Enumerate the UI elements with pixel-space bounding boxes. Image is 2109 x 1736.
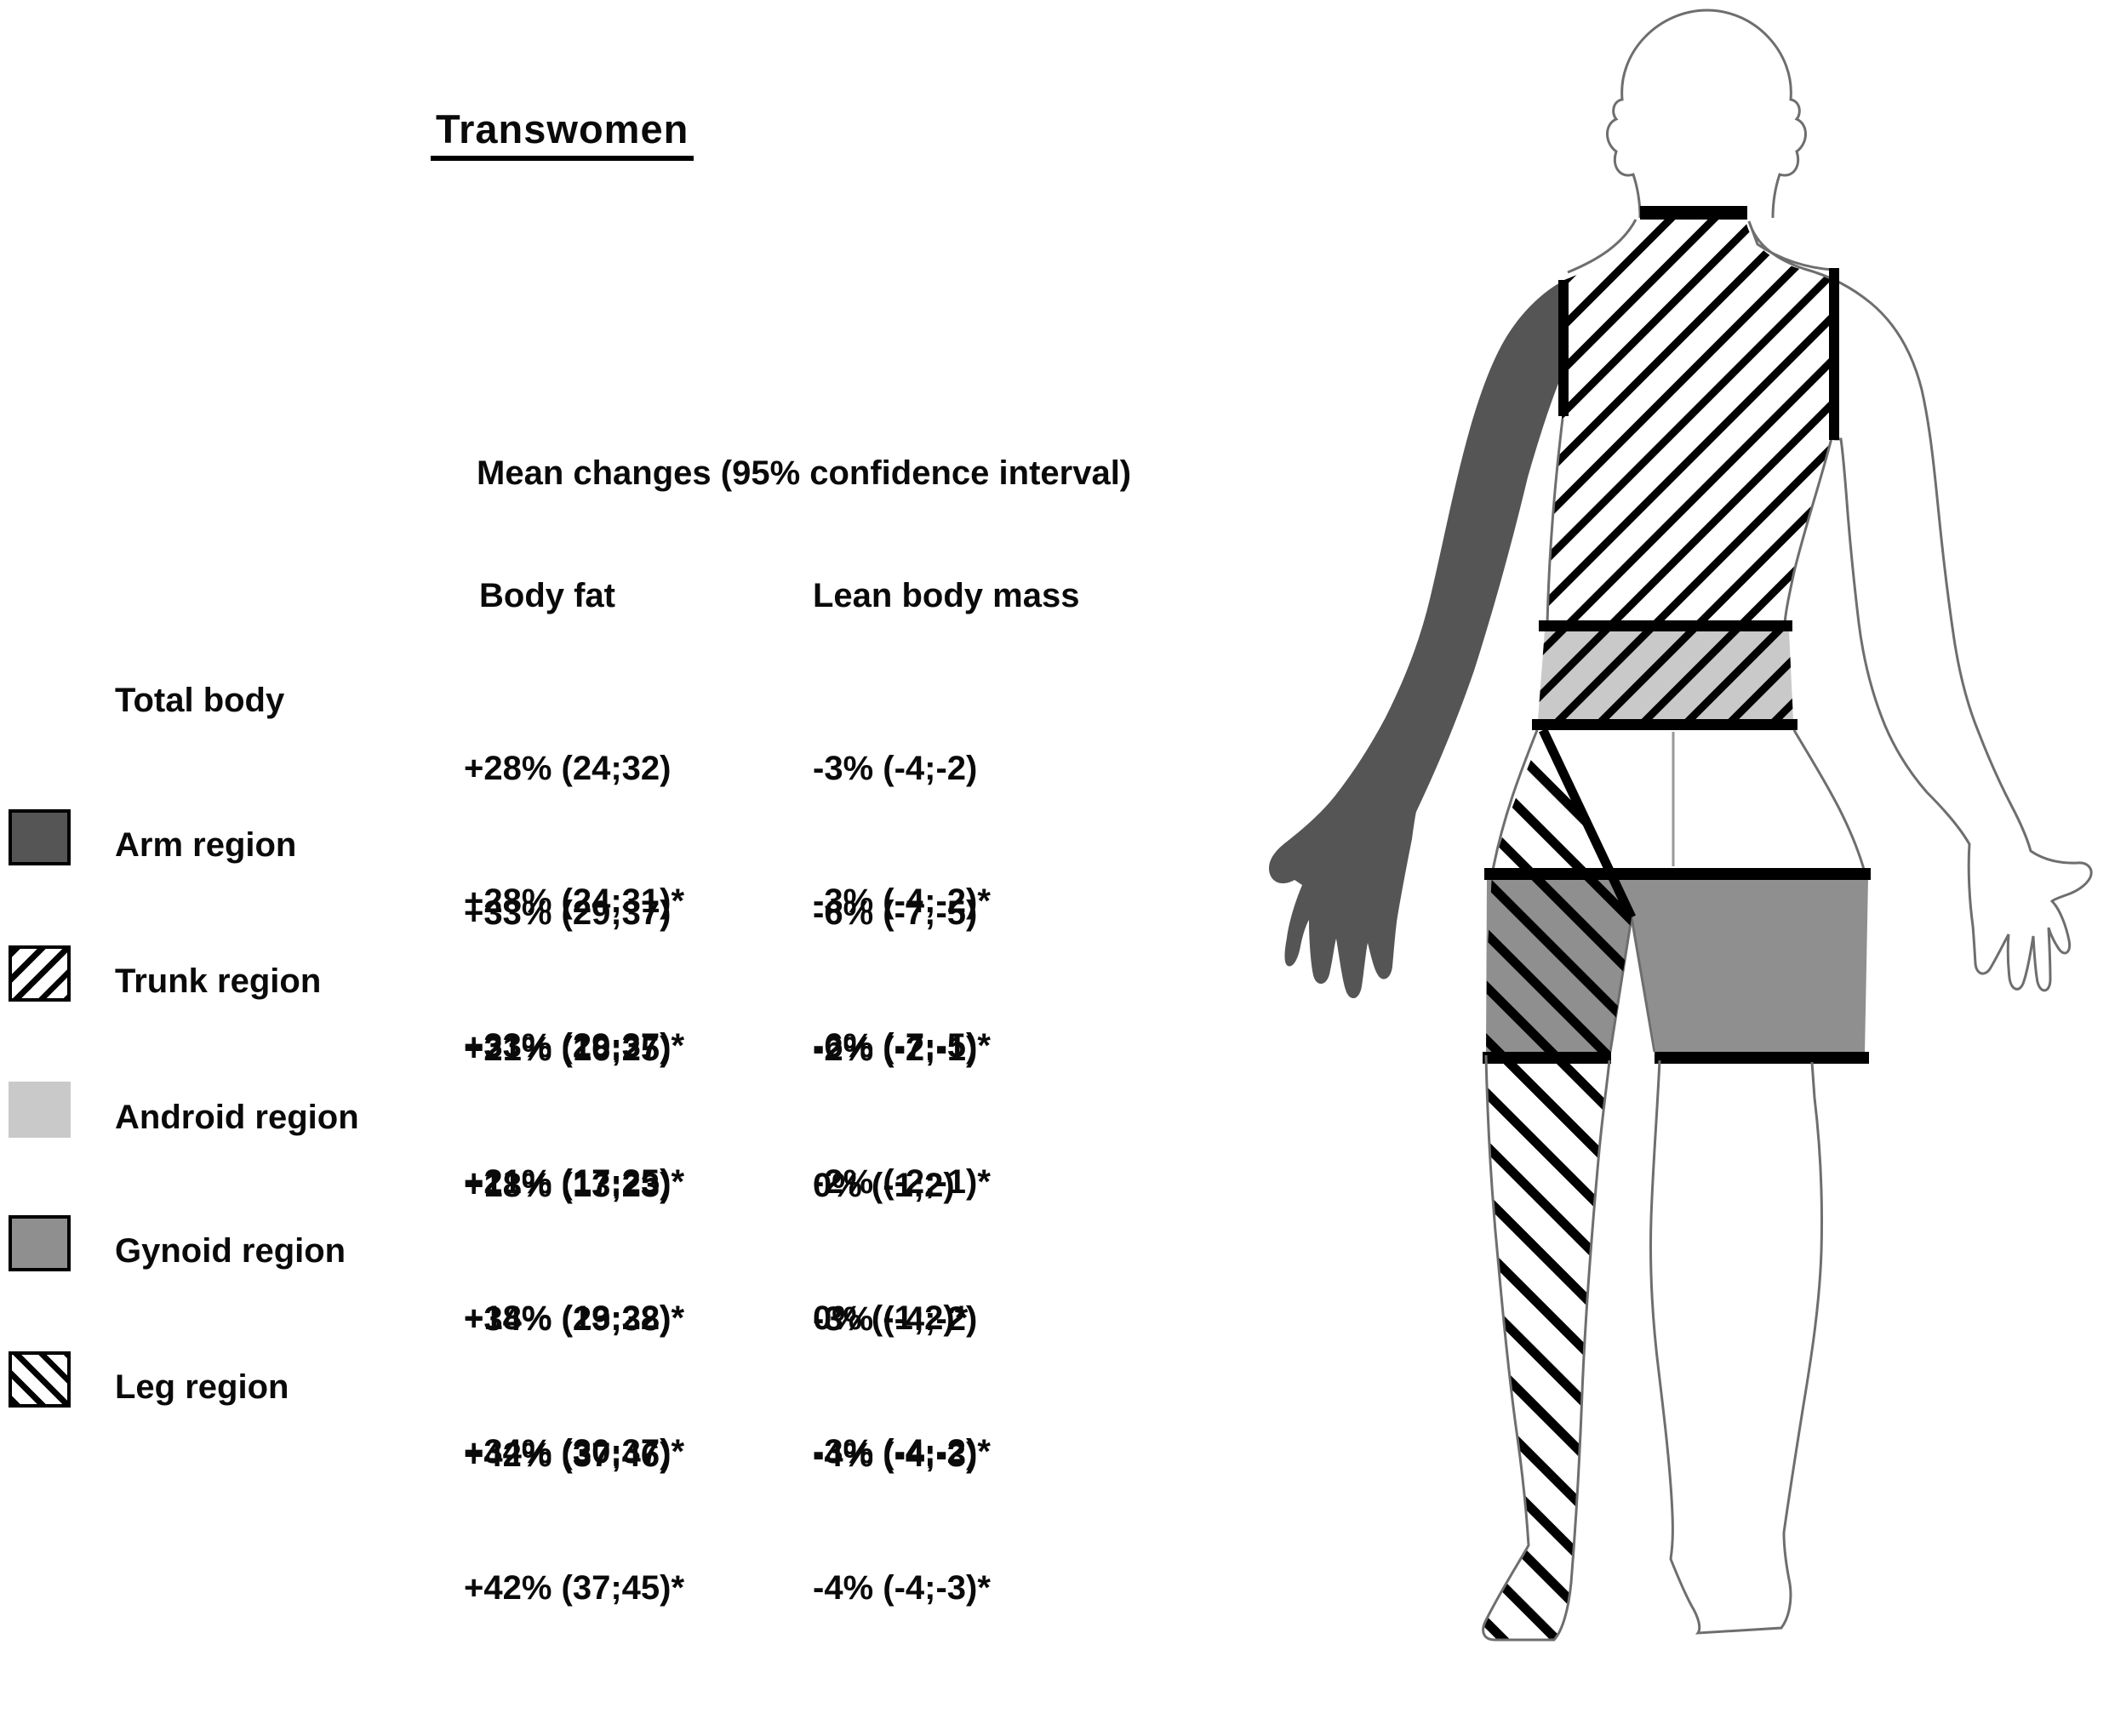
arm-solid-dark-swatch-icon	[9, 809, 71, 865]
lean-mass-line1: 0% (-1;2)	[813, 1167, 955, 1204]
lean-mass-line1: -3% (-4;-2)	[813, 750, 978, 787]
lean-mass-line2: -3% (-4;-2)*	[813, 1433, 991, 1470]
body-diagram	[1268, 9, 2093, 1642]
region-boundary-bars	[1558, 206, 1839, 440]
body-fat-cell: +33% (29;37) +33% (29;37)*	[464, 802, 684, 1156]
right-arm-outline	[1747, 220, 2093, 992]
body-fat-line1: +28% (24;32)	[464, 750, 672, 787]
hip-contours	[1490, 729, 1866, 876]
body-fat-line1: +33% (29;37)	[464, 894, 672, 932]
lean-mass-cell: -3% (-4;-2) -3% (-4;-2)*	[813, 658, 991, 1012]
body-fat-line2: +34% (30;37)*	[464, 1433, 685, 1470]
table-row-total-body: Total body +28% (24;32) +28% (24;31)* -3…	[0, 658, 1243, 920]
region-label: Trunk region	[115, 962, 322, 1000]
lean-mass-line1: -2% (-2;-1)	[813, 1031, 978, 1068]
body-fat-cell: +42% (37;46) +42% (37;45)*	[464, 1345, 684, 1699]
table-row-trunk-region: Trunk region +21% (16;25) +21% (17;25)* …	[0, 939, 1243, 1201]
body-fat-cell: +34% (29;38) +34% (30;37)*	[464, 1208, 684, 1562]
solid-light-gray-swatch-icon	[9, 1082, 71, 1138]
body-fat-line1: +18% (13;23)	[464, 1167, 672, 1204]
solid-medium-gray-swatch-icon	[9, 1215, 71, 1271]
lean-mass-line2: -6% (-7;-5)*	[813, 1027, 991, 1065]
column-header-lean-body-mass: Lean body mass	[813, 577, 1080, 614]
body-fat-line2: +18% (13;22)*	[464, 1299, 685, 1337]
body-fat-cell: +18% (13;23) +18% (13;22)*	[464, 1075, 684, 1429]
diagonal-hatch-forward-swatch-icon	[9, 945, 71, 1002]
left-shoulder-contour	[1567, 219, 1637, 274]
region-label: Total body	[115, 682, 285, 719]
body-fat-line2: +33% (29;37)*	[464, 1027, 685, 1065]
lean-mass-line2: 0% (-1;2)*	[813, 1299, 969, 1337]
region-label: Arm region	[115, 826, 297, 864]
lean-mass-line1: -6% (-7;-5)	[813, 894, 978, 932]
body-fat-cell: +28% (24;32) +28% (24;31)*	[464, 658, 684, 1012]
lean-mass-cell: -4% (-4;-3) -4% (-4;-3)*	[813, 1345, 991, 1699]
right-leg-outline	[1649, 1059, 1824, 1635]
android-region-band	[1532, 620, 1798, 730]
table-row-gynoid-region: Gynoid region +34% (29;38) +34% (30;37)*…	[0, 1208, 1243, 1470]
lean-mass-line1: -4% (-4;-3)	[813, 1436, 978, 1474]
lean-mass-cell: 0% (-1;2) 0% (-1;2)*	[813, 1075, 968, 1429]
lean-mass-line2: -4% (-4;-3)*	[813, 1569, 991, 1607]
column-header-body-fat: Body fat	[479, 577, 615, 614]
trunk-region-hatch	[1546, 220, 1833, 625]
arm-region-fill	[1268, 282, 1562, 999]
body-fat-line1: +42% (37;46)	[464, 1436, 672, 1474]
body-fat-line2: +28% (24;31)*	[464, 882, 685, 920]
region-label: Gynoid region	[115, 1232, 346, 1270]
diagonal-hatch-backward-swatch-icon	[9, 1351, 71, 1408]
lean-mass-cell: -6% (-7;-5) -6% (-7;-5)*	[813, 802, 991, 1156]
region-label: Android region	[115, 1099, 359, 1136]
lean-mass-line1: -3% (-4;-2)	[813, 1300, 978, 1338]
leg-region-hatch	[1482, 728, 1636, 1642]
table-row-leg-region: Leg region +42% (37;46) +42% (37;45)* -4…	[0, 1345, 1243, 1607]
lean-mass-line2: -3% (-4;-2)*	[813, 882, 991, 920]
table-header: Mean changes (95% confidence interval)	[477, 454, 1132, 492]
lean-mass-cell: -3% (-4;-2) -3% (-4;-2)*	[813, 1208, 991, 1562]
body-fat-line1: +34% (29;38)	[464, 1300, 672, 1338]
head-outline	[1606, 9, 1807, 219]
figure-title: Transwomen	[431, 106, 694, 161]
region-label: Leg region	[115, 1368, 289, 1406]
body-fat-cell: +21% (16;25) +21% (17;25)*	[464, 939, 684, 1293]
lean-mass-cell: -2% (-2;-1) -2% (-2;-1)*	[813, 939, 991, 1293]
table-row-arm-region: Arm region +33% (29;37) +33% (29;37)* -6…	[0, 802, 1243, 1065]
body-fat-line2: +21% (17;25)*	[464, 1163, 685, 1201]
lean-mass-line2: -2% (-2;-1)*	[813, 1163, 991, 1201]
body-fat-line1: +21% (16;25)	[464, 1031, 672, 1068]
body-fat-line2: +42% (37;45)*	[464, 1569, 685, 1607]
table-row-android-region: Android region +18% (13;23) +18% (13;22)…	[0, 1075, 1243, 1337]
